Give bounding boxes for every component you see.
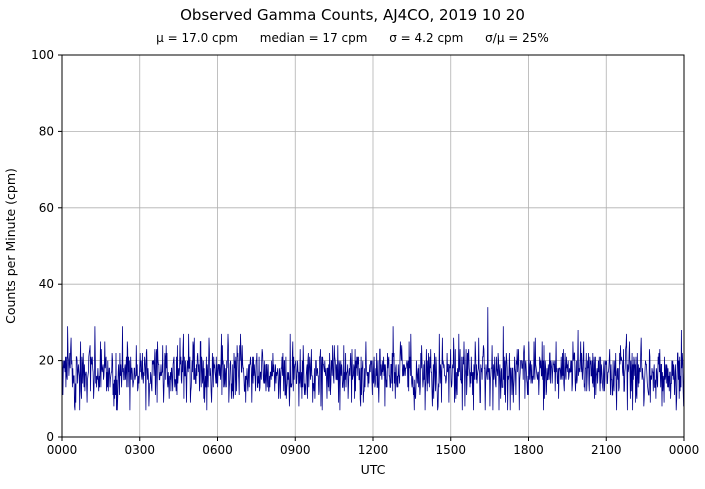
stat-sigma-over-mu: σ/μ = 25% <box>485 31 549 45</box>
x-tick-label: 0600 <box>202 443 233 457</box>
series-line <box>61 307 685 411</box>
x-tick-label: 1500 <box>435 443 466 457</box>
y-tick-label: 60 <box>39 201 54 215</box>
stat-median: median = 17 cpm <box>259 31 368 45</box>
x-tick-label: 0900 <box>280 443 311 457</box>
axis-ticks <box>58 54 685 441</box>
x-tick-label: 0000 <box>669 443 700 457</box>
x-tick-labels: 0000 0300 0600 0900 1200 1500 1800 2100 0000 <box>47 443 700 457</box>
x-tick-label: 1200 <box>358 443 389 457</box>
x-axis-label: UTC <box>361 462 386 477</box>
y-tick-label: 80 <box>39 124 54 138</box>
x-tick-label: 0000 <box>47 443 78 457</box>
x-tick-label: 0300 <box>124 443 155 457</box>
x-tick-label: 1800 <box>513 443 544 457</box>
plot-border <box>61 54 685 438</box>
chart-stats-line: μ = 17.0 cpm median = 17 cpm σ = 4.2 cpm… <box>0 30 705 46</box>
stat-mean: μ = 17.0 cpm <box>156 31 238 45</box>
x-tick-label: 2100 <box>591 443 622 457</box>
gamma-counts-trace <box>61 307 685 411</box>
y-tick-label: 20 <box>39 354 54 368</box>
y-tick-label: 0 <box>46 430 54 444</box>
y-axis-label: Counts per Minute (cpm) <box>3 168 18 324</box>
stat-sigma: σ = 4.2 cpm <box>389 31 464 45</box>
y-tick-label: 40 <box>39 277 54 291</box>
y-tick-label: 100 <box>31 48 54 62</box>
chart-title: Observed Gamma Counts, AJ4CO, 2019 10 20 <box>180 6 525 24</box>
y-tick-labels: 0 20 40 60 80 100 <box>31 48 54 444</box>
